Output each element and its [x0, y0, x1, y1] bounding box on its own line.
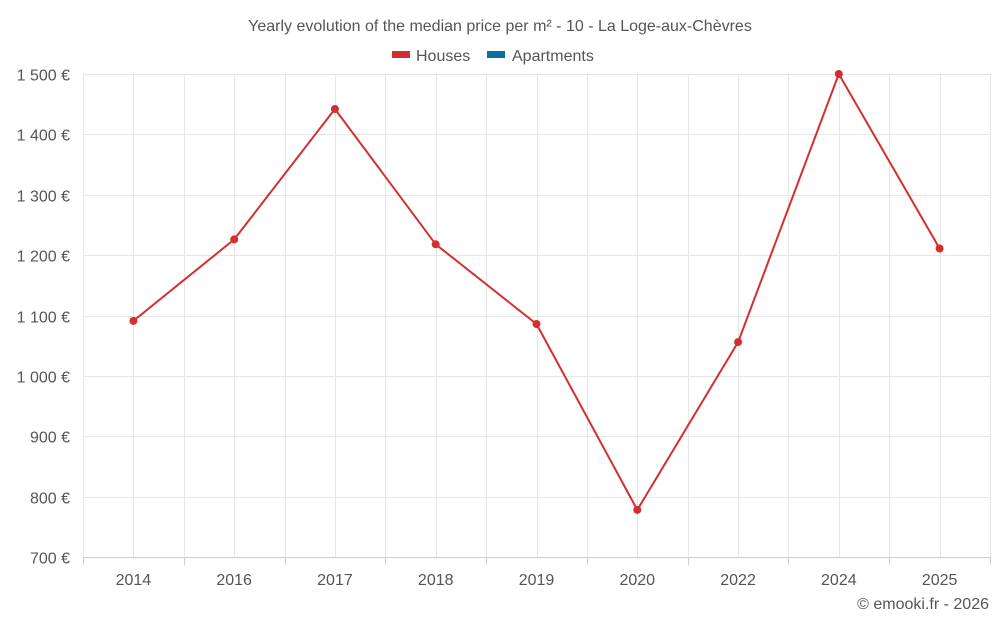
x-tick-label: 2016 — [216, 572, 252, 589]
x-tick-label: 2025 — [922, 572, 958, 589]
chart-title: Yearly evolution of the median price per… — [248, 18, 752, 35]
credit-text: © emooki.fr - 2026 — [857, 596, 989, 613]
x-tick-label: 2019 — [519, 572, 555, 589]
x-tick-label: 2018 — [418, 572, 454, 589]
data-point-houses[interactable] — [935, 244, 944, 253]
y-tick-label: 1 000 € — [17, 370, 70, 387]
y-tick-label: 900 € — [30, 430, 70, 447]
legend-item-apartments[interactable]: Apartments — [487, 48, 594, 65]
data-point-houses[interactable] — [431, 240, 440, 249]
y-tick-label: 800 € — [30, 491, 70, 508]
grid — [83, 74, 991, 557]
y-tick-label: 700 € — [30, 551, 70, 568]
legend-label-houses: Houses — [416, 48, 470, 65]
legend: Houses Apartments — [392, 48, 594, 65]
y-tick-label: 1 200 € — [17, 249, 70, 266]
x-axis-ticks: 2014 2016 2017 2018 2019 2020 2022 2024 2025 — [116, 572, 958, 589]
data-point-houses[interactable] — [230, 235, 239, 244]
legend-swatch-apartments — [487, 51, 505, 58]
x-tick-label: 2022 — [720, 572, 756, 589]
x-tick-label: 2024 — [821, 572, 857, 589]
x-tick-label: 2017 — [317, 572, 353, 589]
y-tick-label: 1 300 € — [17, 189, 70, 206]
x-tick-label: 2014 — [116, 572, 152, 589]
data-point-houses[interactable] — [129, 316, 138, 325]
legend-item-houses[interactable]: Houses — [392, 48, 470, 65]
data-point-houses[interactable] — [633, 505, 642, 514]
legend-swatch-houses — [392, 51, 410, 58]
legend-label-apartments: Apartments — [512, 48, 594, 65]
data-point-houses[interactable] — [532, 320, 541, 328]
x-tick-label: 2020 — [619, 572, 655, 589]
data-point-houses[interactable] — [734, 338, 743, 347]
data-point-houses[interactable] — [834, 70, 843, 78]
y-tick-label: 1 500 € — [17, 68, 70, 85]
series-line-houses — [132, 73, 941, 511]
axes — [83, 557, 991, 565]
data-point-houses[interactable] — [330, 105, 339, 113]
y-tick-label: 1 400 € — [17, 128, 70, 145]
series — [129, 70, 944, 514]
y-tick-label: 1 100 € — [17, 310, 70, 327]
y-axis-ticks: 1 500 € 1 400 € 1 300 € 1 200 € 1 100 € 1 000… — [17, 68, 70, 568]
